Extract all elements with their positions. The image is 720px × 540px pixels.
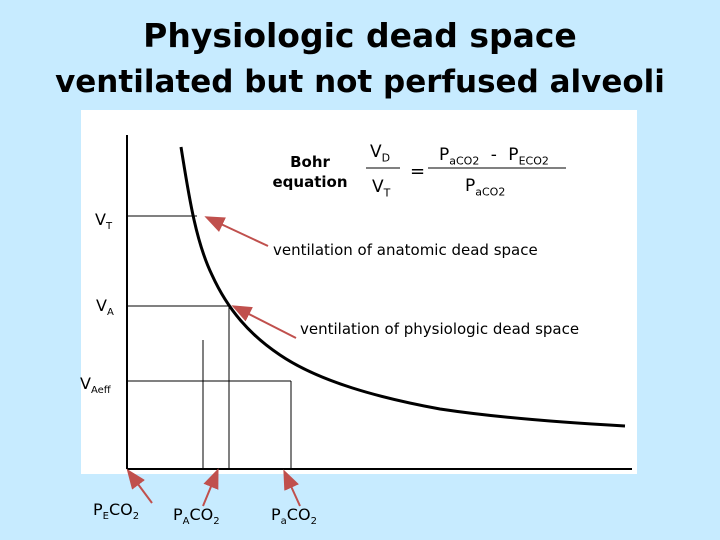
physiologic-dead-space-label: ventilation of physiologic dead space bbox=[300, 320, 580, 338]
pe-arrow bbox=[126, 468, 153, 504]
anatomic-arrow bbox=[204, 216, 269, 247]
y-label-va: VA bbox=[96, 296, 114, 319]
bohr-label-line1: Bohr bbox=[290, 153, 330, 171]
physiologic-arrow bbox=[231, 305, 297, 339]
y-label-vaeff: VAeff bbox=[80, 374, 111, 397]
bohr-label: Bohr equation bbox=[270, 152, 350, 192]
x-label-pe-co2: PECO2 bbox=[93, 500, 140, 523]
dead-space-curve bbox=[179, 146, 626, 428]
slide-subtitle: ventilated but not perfused alveoli bbox=[55, 64, 665, 100]
x-label-pa-co2: PaCO2 bbox=[271, 505, 317, 528]
x-label-pA-co2: PACO2 bbox=[173, 505, 220, 528]
anatomic-dead-space-label: ventilation of anatomic dead space bbox=[273, 241, 538, 259]
equation-numerator: PaCO2 - PECO2 bbox=[439, 145, 549, 168]
graph-panel bbox=[81, 110, 637, 474]
slide-title: Physiologic dead space bbox=[143, 16, 577, 55]
equation-vt: VT bbox=[372, 177, 391, 200]
equation-denominator: PaCO2 bbox=[465, 176, 506, 199]
equation-equals: = bbox=[410, 161, 426, 182]
pa-arrow bbox=[283, 469, 301, 507]
y-label-vt: VT bbox=[95, 210, 113, 233]
pA-arrow bbox=[202, 468, 219, 507]
bohr-label-line2: equation bbox=[272, 173, 348, 191]
equation-vd: VD bbox=[370, 142, 391, 165]
